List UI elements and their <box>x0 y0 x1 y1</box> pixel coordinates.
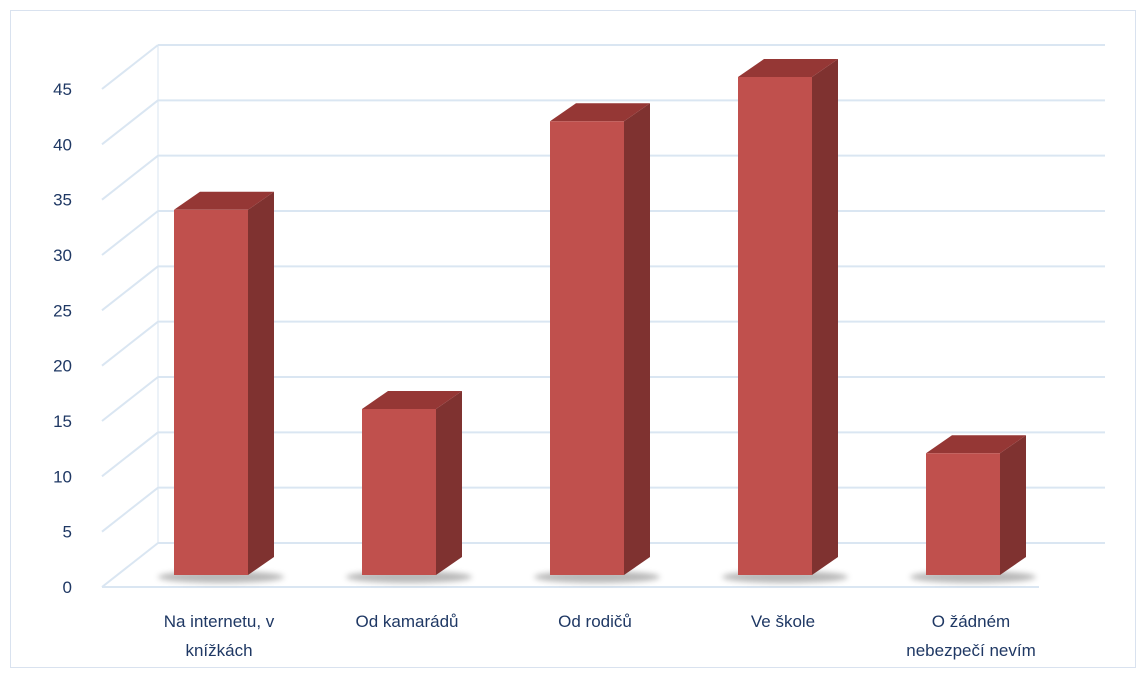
bar <box>910 435 1036 583</box>
x-axis: Na internetu, v knížkách Od kamarádů Od rod… <box>164 612 1036 660</box>
bar-side <box>1000 435 1026 575</box>
x-tick-label: Od kamarádů <box>356 612 459 631</box>
bar-front <box>926 453 1000 575</box>
gridline-side <box>101 320 159 367</box>
y-tick-label: 25 <box>53 301 72 320</box>
y-tick-label: 5 <box>63 523 72 542</box>
bar <box>158 191 284 583</box>
y-tick-label: 0 <box>63 578 72 597</box>
x-tick-label: Ve škole <box>751 612 815 631</box>
gridline-side <box>101 265 159 312</box>
gridline-side <box>101 486 159 533</box>
x-tick-label: Od rodičů <box>558 612 632 631</box>
bar-front <box>174 209 248 576</box>
y-tick-label: 45 <box>53 80 72 99</box>
bar-side <box>812 59 838 575</box>
gridline-side <box>101 44 159 90</box>
gridline-side <box>101 210 159 256</box>
y-tick-label: 15 <box>53 412 72 431</box>
bar-top <box>926 435 1026 454</box>
bar <box>346 391 472 583</box>
x-tick-label-line: knížkách <box>185 641 252 660</box>
bar-front <box>738 77 812 575</box>
y-tick-label: 30 <box>53 246 72 265</box>
x-tick-label-line: Od kamarádů <box>356 612 459 631</box>
bar-front <box>550 121 624 576</box>
bar-side <box>624 103 650 576</box>
bar-side <box>248 191 274 576</box>
x-tick-label: Na internetu, v knížkách <box>164 612 275 660</box>
gridline-side <box>101 542 159 588</box>
bar-top <box>738 59 838 77</box>
bar-top <box>362 391 462 409</box>
bar <box>534 103 660 583</box>
bar-front <box>362 409 436 575</box>
gridline-side <box>101 154 159 201</box>
gridline-side <box>101 431 159 478</box>
y-tick-label: 10 <box>53 467 72 486</box>
x-tick-label-line: Od rodičů <box>558 612 632 631</box>
y-tick-label: 35 <box>53 191 72 210</box>
x-tick-label-line: nebezpečí nevím <box>906 641 1035 660</box>
x-tick-label-line: O žádném <box>932 612 1010 631</box>
y-axis: 0 5 10 15 20 25 30 35 40 45 <box>53 80 72 597</box>
bar-side <box>436 391 462 575</box>
x-tick-label-line: Ve škole <box>751 612 815 631</box>
bars <box>158 59 1036 583</box>
x-tick-label: O žádném nebezpečí nevím <box>906 612 1035 660</box>
y-tick-label: 40 <box>53 135 72 154</box>
bar-top <box>550 103 650 122</box>
bar-top <box>174 191 274 210</box>
x-tick-label-line: Na internetu, v <box>164 612 275 631</box>
gridline-side <box>101 99 159 146</box>
y-tick-label: 20 <box>53 357 72 376</box>
gridline-side <box>101 376 159 422</box>
bar <box>722 59 848 583</box>
